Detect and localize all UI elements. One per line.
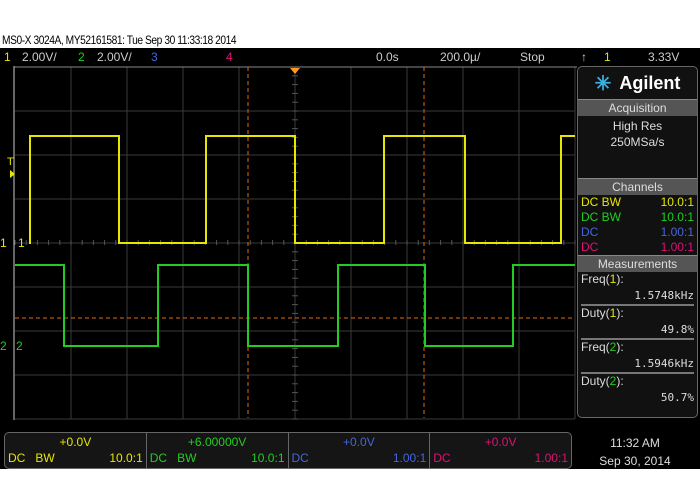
trigger-position-marker <box>290 68 300 74</box>
channels-header[interactable]: Channels <box>578 178 697 195</box>
rising-edge-icon: ↑ <box>581 50 587 64</box>
acquisition-header[interactable]: Acquisition <box>578 99 697 116</box>
status-bar: 1 2.00V/ 2 2.00V/ 3 4 0.0s 200.0µ/ Stop … <box>0 48 700 66</box>
ch4-number[interactable]: 4 <box>226 50 233 64</box>
ch1-waveform <box>29 135 575 244</box>
measurement-value: 50.7% <box>660 391 694 404</box>
brand: ✳ Agilent <box>578 67 697 99</box>
measurement-value: 1.5946kHz <box>581 355 694 374</box>
clock-time: 11:32 AM <box>610 436 660 450</box>
ch1-info[interactable]: +0.0V DC BW 10.0:1 <box>5 433 147 468</box>
offset: +0.0V <box>484 435 517 449</box>
ch3-number[interactable]: 3 <box>151 50 158 64</box>
window-title: MS0-X 3024A, MY52161581: Tue Sep 30 11:3… <box>2 33 237 47</box>
probe: 10.0:1 <box>660 210 694 224</box>
ch4-info[interactable]: +0.0V DC 1.00:1 <box>430 433 571 468</box>
measurement-value: 1.5748kHz <box>581 287 694 306</box>
sample-rate: 250MSa/s <box>610 135 665 149</box>
trigger-source[interactable]: 1 <box>604 50 611 64</box>
timebase-value[interactable]: 200.0µ/ <box>440 50 481 64</box>
channel-info-bar: +0.0V DC BW 10.0:1 +6.00000V DC BW 10.0:1 … <box>4 432 572 469</box>
run-state: Stop <box>520 50 545 64</box>
channel-row-2[interactable]: DC BW 10.0:1 <box>578 210 697 225</box>
ch1-label: 1 <box>18 236 25 250</box>
coupling: DC BW <box>581 195 621 209</box>
offset: +0.0V <box>59 435 92 449</box>
delay-value[interactable]: 0.0s <box>376 50 399 64</box>
offset: +0.0V <box>343 435 375 449</box>
ch1-ground-marker[interactable]: 1 <box>0 236 7 250</box>
measurements-list: Freq(1): 1.5748kHz Duty(1): 49.8% Freq(2… <box>578 272 697 406</box>
channel-row-4[interactable]: DC 1.00:1 <box>578 240 697 255</box>
ch2-info[interactable]: +6.00000V DC BW 10.0:1 <box>147 433 289 468</box>
brand-name: Agilent <box>619 72 681 93</box>
measurement-label: Freq(2): <box>581 340 624 354</box>
coupling: DC BW <box>581 210 621 224</box>
measurement-label: Freq(1): <box>581 272 624 286</box>
trigger-arrow-icon <box>10 170 15 178</box>
measurement-value: 49.8% <box>581 321 694 340</box>
waveform-display: T 1 1 2 2 <box>0 66 577 420</box>
probe: 1.00:1 <box>660 225 694 239</box>
scope-screen: 1 2.00V/ 2 2.00V/ 3 4 0.0s 200.0µ/ Stop … <box>0 48 700 469</box>
measurement-label: Duty(1): <box>581 306 624 320</box>
coupling: DC <box>581 240 599 254</box>
acquisition-info: High Res 250MSa/s <box>578 116 697 178</box>
probe: 1.00:1 <box>660 240 694 254</box>
clock-date: Sep 30, 2014 <box>599 454 671 468</box>
offset: +6.00000V <box>187 435 247 449</box>
ch2-waveform <box>15 264 575 347</box>
coupling: DC <box>581 225 599 239</box>
channel-row-1[interactable]: DC BW 10.0:1 <box>578 195 697 210</box>
acquisition-mode: High Res <box>612 119 663 133</box>
channel-row-3[interactable]: DC 1.00:1 <box>578 225 697 240</box>
ch2-number[interactable]: 2 <box>78 50 85 64</box>
measurements-header[interactable]: Measurements <box>578 255 697 272</box>
ch2-ground-marker[interactable]: 2 <box>0 339 7 353</box>
clock: 11:32 AM Sep 30, 2014 <box>585 434 685 470</box>
measurement-label: Duty(2): <box>581 374 624 388</box>
probe: 10.0:1 <box>660 195 694 209</box>
trigger-level[interactable]: 3.33V <box>648 50 680 64</box>
trigger-level-marker[interactable]: T <box>7 156 14 168</box>
ch2-label: 2 <box>16 339 23 353</box>
agilent-spark-icon: ✳ <box>594 72 612 95</box>
ch1-scale[interactable]: 2.00V/ <box>22 50 57 64</box>
ch1-number[interactable]: 1 <box>4 50 11 64</box>
ch3-info[interactable]: +0.0V DC 1.00:1 <box>289 433 431 468</box>
side-panel: ✳ Agilent Acquisition High Res 250MSa/s … <box>577 66 698 418</box>
ch2-scale[interactable]: 2.00V/ <box>97 50 132 64</box>
